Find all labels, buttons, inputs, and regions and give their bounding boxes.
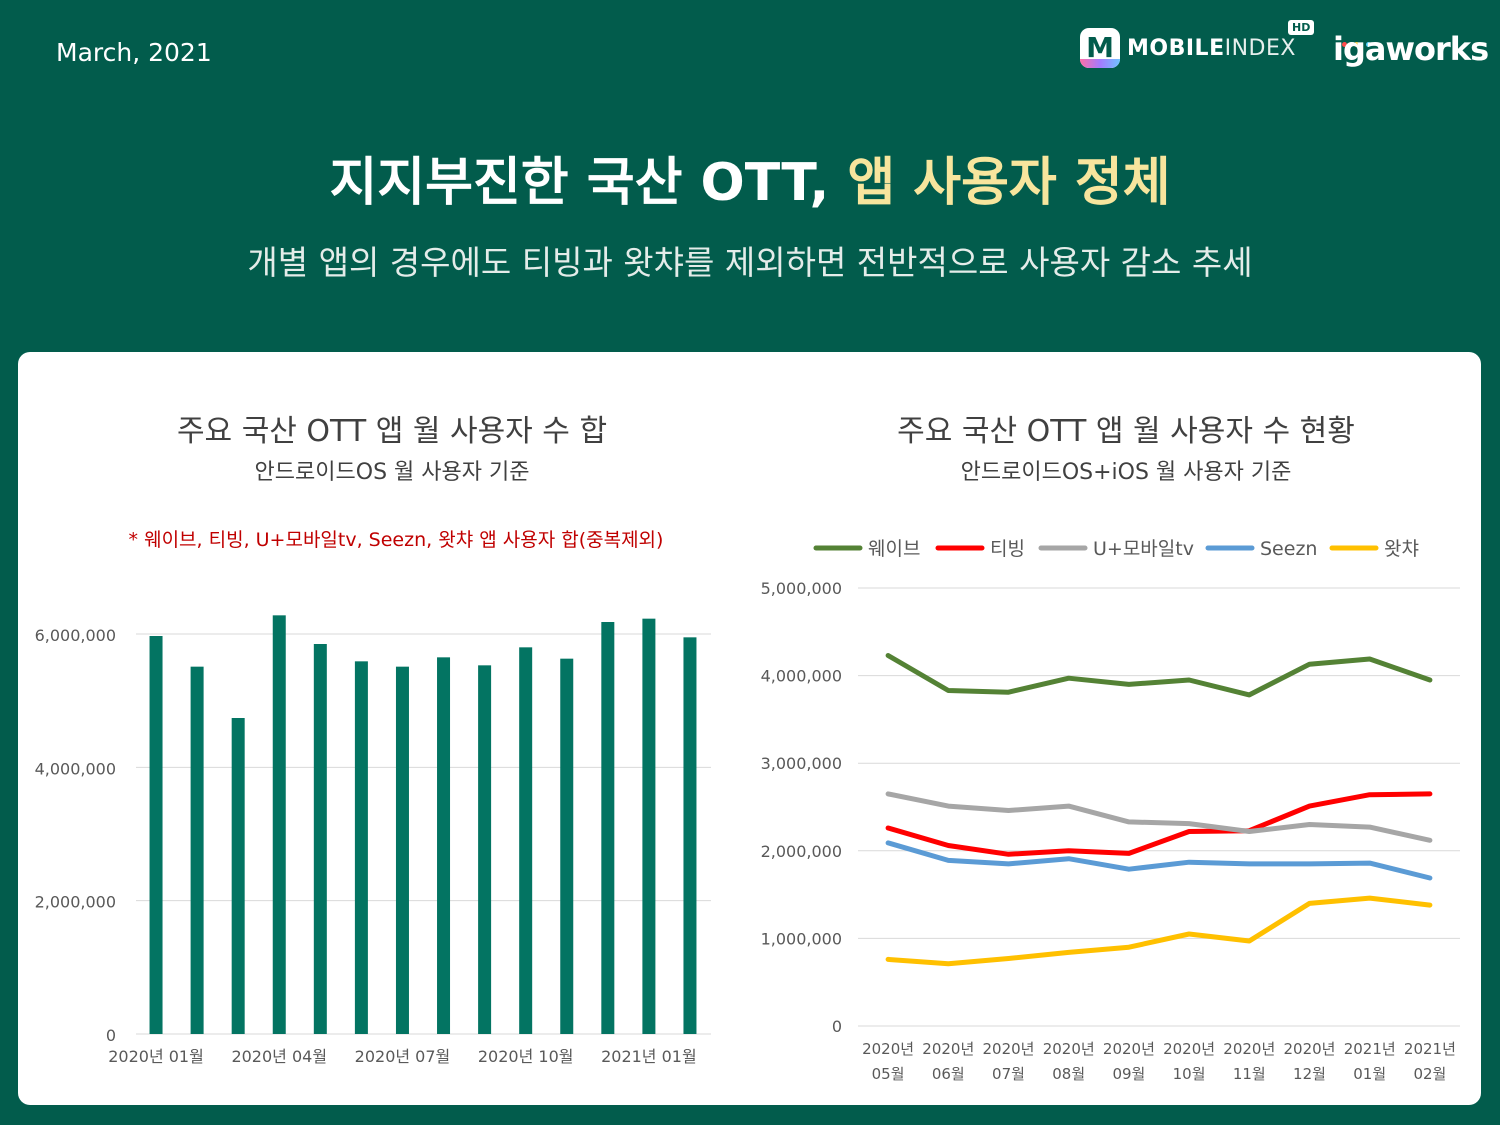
mobileindex-m-icon: M <box>1080 28 1120 68</box>
line-x-tick-year: 2020년 <box>1163 1040 1215 1058</box>
bar-y-tick-label: 2,000,000 <box>35 893 116 912</box>
line-x-tick-month: 09월 <box>1112 1065 1145 1083</box>
line-x-tick-year: 2020년 <box>1103 1040 1155 1058</box>
bar-chart-subtitle: 안드로이드OS 월 사용자 기준 <box>255 460 530 485</box>
bar <box>560 658 574 1034</box>
bar <box>190 666 204 1034</box>
line-x-tick-month: 07월 <box>992 1065 1025 1083</box>
mobileindex-wordmark: MOBILEINDEX <box>1127 36 1296 61</box>
mobileindex-badge-letter: M <box>1086 31 1114 64</box>
report-date: March, 2021 <box>56 38 212 67</box>
legend-label: U+모바일tv <box>1093 538 1194 560</box>
line-y-tick-label: 5,000,000 <box>761 579 842 598</box>
legend-label: Seezn <box>1260 538 1317 560</box>
line-y-tick-label: 3,000,000 <box>761 754 842 773</box>
title-main: 지지부진한 국산 OTT, <box>329 153 848 213</box>
series-line <box>885 653 1433 698</box>
page-title: 지지부진한 국산 OTT, 앱 사용자 정체 <box>0 140 1500 215</box>
legend-label: 웨이브 <box>868 538 920 560</box>
line-y-tick-label: 2,000,000 <box>761 842 842 861</box>
igaworks-logo: igaworks <box>1333 30 1489 68</box>
line-y-tick-label: 1,000,000 <box>761 929 842 948</box>
brand-mobile-thin: INDEX <box>1224 35 1296 61</box>
bar <box>478 665 492 1034</box>
bar-x-tick-label: 2020년 01월 <box>108 1047 204 1066</box>
bar-y-tick-label: 6,000,000 <box>35 626 116 645</box>
line-x-tick-year: 2020년 <box>862 1040 914 1058</box>
line-chart-title: 주요 국산 OTT 앱 월 사용자 수 현황 <box>897 414 1355 449</box>
series-line <box>885 791 1433 857</box>
charts-card <box>18 352 1481 1105</box>
line-y-tick-label: 4,000,000 <box>761 667 842 686</box>
bar <box>149 636 163 1034</box>
legend-label: 왓챠 <box>1384 538 1419 560</box>
line-x-tick-year: 2020년 <box>983 1040 1035 1058</box>
bar-chart-title: 주요 국산 OTT 앱 월 사용자 수 합 <box>177 414 607 449</box>
bar-chart-note: * 웨이브, 티빙, U+모바일tv, Seezn, 왓챠 앱 사용자 합(중복… <box>129 529 664 551</box>
line-x-tick-year: 2020년 <box>1284 1040 1336 1058</box>
igaworks-dots-icon <box>1342 32 1378 51</box>
bar <box>354 661 368 1034</box>
line-x-tick-month: 01월 <box>1353 1065 1386 1083</box>
bar <box>683 637 697 1034</box>
series-line <box>885 791 1433 843</box>
brand-mobile-bold: MOBILE <box>1127 35 1225 61</box>
line-x-tick-month: 10월 <box>1173 1065 1206 1083</box>
bar <box>601 622 615 1034</box>
bar <box>395 666 409 1034</box>
series-line <box>885 840 1433 881</box>
line-x-tick-year: 2021년 <box>1344 1040 1396 1058</box>
mobileindex-logo: M MOBILEINDEX HD <box>1080 20 1315 68</box>
line-x-tick-month: 06월 <box>932 1065 965 1083</box>
line-x-tick-month: 11월 <box>1233 1065 1266 1083</box>
line-x-tick-year: 2020년 <box>1043 1040 1095 1058</box>
bar <box>313 644 327 1034</box>
bar <box>519 647 533 1034</box>
line-x-tick-month: 02월 <box>1413 1065 1446 1083</box>
legend-label: 티빙 <box>990 538 1025 560</box>
title-highlight: 앱 사용자 정체 <box>847 153 1171 213</box>
line-x-tick-year: 2020년 <box>1223 1040 1275 1058</box>
hd-badge: HD <box>1288 20 1315 35</box>
bar-x-tick-label: 2020년 10월 <box>478 1047 574 1066</box>
line-x-tick-month: 08월 <box>1052 1065 1085 1083</box>
line-x-tick-month: 05월 <box>872 1065 905 1083</box>
series-line <box>885 895 1433 967</box>
bar-y-tick-label: 0 <box>106 1026 116 1045</box>
line-x-tick-year: 2021년 <box>1404 1040 1456 1058</box>
bar <box>272 615 286 1034</box>
bar <box>642 618 656 1034</box>
line-y-tick-label: 0 <box>832 1017 842 1036</box>
line-x-tick-month: 12월 <box>1293 1065 1326 1083</box>
line-x-tick-year: 2020년 <box>922 1040 974 1058</box>
bar-x-tick-label: 2020년 04월 <box>231 1047 327 1066</box>
bar-x-tick-label: 2020년 07월 <box>355 1047 451 1066</box>
bar <box>231 718 245 1034</box>
bar-y-tick-label: 4,000,000 <box>35 759 116 778</box>
bar <box>437 657 451 1034</box>
page-subtitle: 개별 앱의 경우에도 티빙과 왓챠를 제외하면 전반적으로 사용자 감소 추세 <box>247 243 1253 282</box>
bar-x-tick-label: 2021년 01월 <box>601 1047 697 1066</box>
line-chart-subtitle: 안드로이드OS+iOS 월 사용자 기준 <box>961 460 1292 485</box>
